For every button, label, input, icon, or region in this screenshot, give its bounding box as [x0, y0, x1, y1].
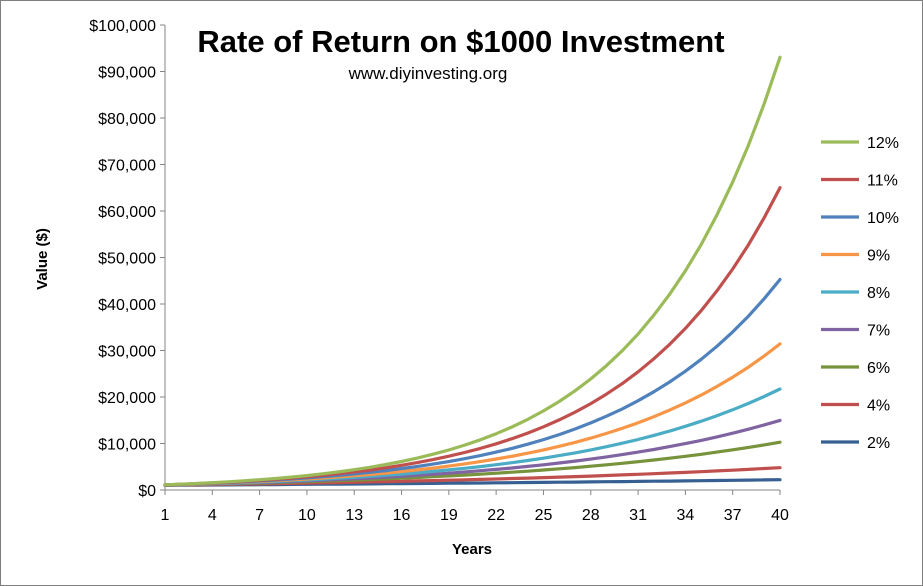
x-tick-label: 19 — [440, 507, 458, 524]
x-tick-label: 22 — [487, 507, 505, 524]
x-tick-label: 10 — [298, 507, 316, 524]
x-axis-title: Years — [452, 541, 492, 558]
legend-label: 6% — [867, 360, 890, 377]
legend-label: 9% — [867, 248, 890, 265]
series-line-11pct — [163, 186, 782, 487]
x-tick-label: 40 — [771, 507, 789, 524]
y-tick-label: $40,000 — [98, 297, 156, 314]
legend-label: 12% — [867, 135, 899, 152]
y-tick-label: $60,000 — [98, 204, 156, 221]
series-line-12pct — [163, 55, 782, 487]
legend-label: 7% — [867, 323, 890, 340]
x-tick-label: 16 — [393, 507, 411, 524]
y-tick-label: $0 — [138, 483, 156, 500]
legend-label: 4% — [867, 398, 890, 415]
x-tick-label: 25 — [535, 507, 553, 524]
x-tick-label: 34 — [676, 507, 694, 524]
x-tick-label: 28 — [582, 507, 600, 524]
axes: $0 $10,000 $20,000 $30,000 $40,000 $50,000 $60… — [89, 18, 789, 524]
y-tick-label: $90,000 — [98, 65, 156, 82]
legend-label: 11% — [867, 173, 898, 190]
legend-label: 8% — [867, 285, 890, 302]
y-axis-title: Value ($) — [34, 228, 51, 290]
y-tick-label: $20,000 — [98, 390, 156, 407]
y-tick-label: $80,000 — [98, 111, 156, 128]
legend: 12% 11% 10% 9% 8% 7% 6% 4% 2% — [821, 135, 899, 452]
y-tick-label: $100,000 — [89, 18, 156, 35]
chart-subtitle: www.diyinvesting.org — [348, 64, 508, 83]
x-tick-label: 37 — [724, 507, 742, 524]
x-tick-label: 4 — [208, 507, 217, 524]
y-tick-label: $10,000 — [98, 437, 156, 454]
x-tick-label: 13 — [345, 507, 363, 524]
y-tick-label: $70,000 — [98, 158, 156, 175]
chart-title: Rate of Return on $1000 Investment — [197, 24, 724, 59]
x-tick-label: 31 — [629, 507, 647, 524]
series-line-10pct — [163, 277, 782, 487]
x-tick-label: 7 — [255, 507, 264, 524]
legend-label: 10% — [867, 210, 899, 227]
series-lines — [163, 55, 782, 487]
y-tick-label: $30,000 — [98, 344, 156, 361]
legend-label: 2% — [867, 435, 890, 452]
series-line-9pct — [163, 342, 782, 487]
x-tick-label: 1 — [161, 507, 170, 524]
y-tick-label: $50,000 — [98, 251, 156, 268]
